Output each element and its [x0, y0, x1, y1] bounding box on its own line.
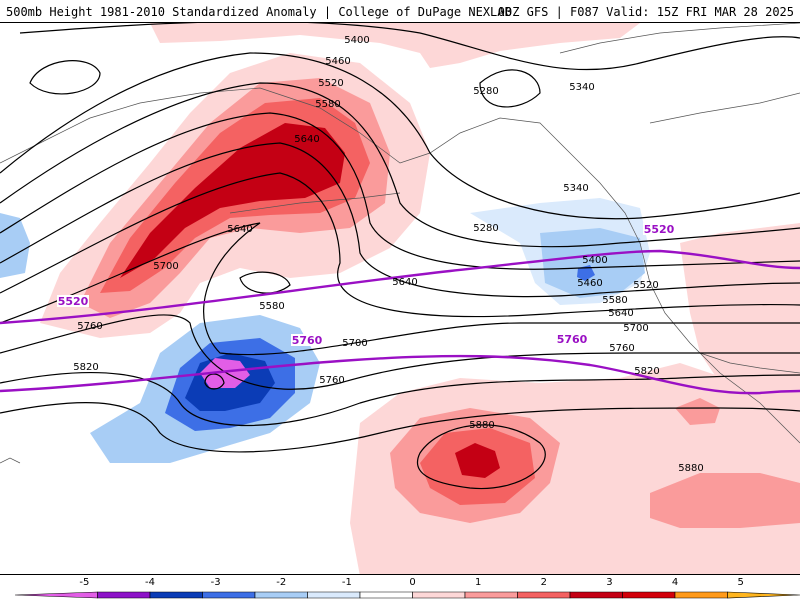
colorbar-tick: 5: [737, 577, 743, 588]
contour-label: 5580: [602, 295, 627, 306]
colorbar-tick: 0: [409, 577, 415, 588]
colorbar-segment: [570, 592, 623, 598]
colorbar-tick: 4: [672, 577, 678, 588]
contour-label: 5760: [77, 321, 102, 332]
colorbar-segment: [728, 592, 800, 598]
colorbar-tick: -2: [276, 577, 286, 588]
climatology-label: 5760: [292, 334, 323, 347]
contour-label: 5880: [469, 420, 494, 431]
contour-label: 5340: [569, 82, 594, 93]
colorbar-segment: [623, 592, 676, 598]
colorbar-segment: [413, 592, 466, 598]
climatology-label: 5520: [58, 295, 89, 308]
contour-label: 5640: [227, 224, 252, 235]
colorbar-segment: [308, 592, 361, 598]
contour-label: 5700: [623, 323, 648, 334]
contour-label: 5460: [577, 278, 602, 289]
climatology-label: 5520: [644, 223, 675, 236]
colorbar-tick: -3: [211, 577, 221, 588]
contour-label: 5520: [633, 280, 658, 291]
contour-label: 5640: [608, 308, 633, 319]
colorbar-segment: [15, 592, 98, 598]
contour-label: 5580: [259, 301, 284, 312]
contour-label: 5280: [473, 223, 498, 234]
anomaly-neg1-west: [0, 213, 30, 278]
contour-label: 5280: [473, 86, 498, 97]
contour-label: 5340: [563, 183, 588, 194]
anomaly-shading: [0, 23, 800, 575]
contour-label: 5580: [315, 99, 340, 110]
colorbar-tick: 3: [606, 577, 612, 588]
contour-label: 5880: [678, 463, 703, 474]
colorbar-tick-labels: -5 -4 -3 -2 -1 0 1 2 3 4 5: [79, 577, 743, 588]
contour-label: 5760: [609, 343, 634, 354]
contour-label: 5400: [582, 255, 607, 266]
colorbar-segments: [15, 592, 800, 598]
model-valid-time: 00Z GFS | F087 Valid: 15Z FRI MAR 28 202…: [498, 5, 794, 19]
colorbar-segment: [465, 592, 518, 598]
colorbar-segment: [98, 592, 151, 598]
colorbar-segment: [150, 592, 203, 598]
contour-label: 5760: [319, 375, 344, 386]
climatology-label: 5760: [557, 333, 588, 346]
map-header: 500mb Height 1981-2010 Standardized Anom…: [0, 0, 800, 22]
contour-label: 5640: [392, 277, 417, 288]
contour-label: 5640: [294, 134, 319, 145]
colorbar-segment: [360, 592, 413, 598]
anomaly-colorbar: -5 -4 -3 -2 -1 0 1 2 3 4 5: [0, 575, 800, 600]
colorbar-segment: [203, 592, 256, 598]
contour-label: 5460: [325, 56, 350, 67]
colorbar-segment: [518, 592, 571, 598]
colorbar-tick: -1: [342, 577, 352, 588]
colorbar-tick: -5: [79, 577, 89, 588]
colorbar-tick: 1: [475, 577, 481, 588]
map-title: 500mb Height 1981-2010 Standardized Anom…: [6, 5, 512, 19]
contour-label: 5400: [344, 35, 369, 46]
contour-label: 5820: [634, 366, 659, 377]
colorbar-tick: -4: [145, 577, 155, 588]
contour-label: 5700: [153, 261, 178, 272]
colorbar-tick: 2: [541, 577, 547, 588]
colorbar-segment: [675, 592, 728, 598]
contour-label: 5520: [318, 78, 343, 89]
height-anomaly-map: 5400 5460 5520 5580 5640 5640 5700 5760 5580 5640…: [0, 22, 800, 575]
colorbar-segment: [255, 592, 308, 598]
contour-label: 5820: [73, 362, 98, 373]
contour-label: 5700: [342, 338, 367, 349]
